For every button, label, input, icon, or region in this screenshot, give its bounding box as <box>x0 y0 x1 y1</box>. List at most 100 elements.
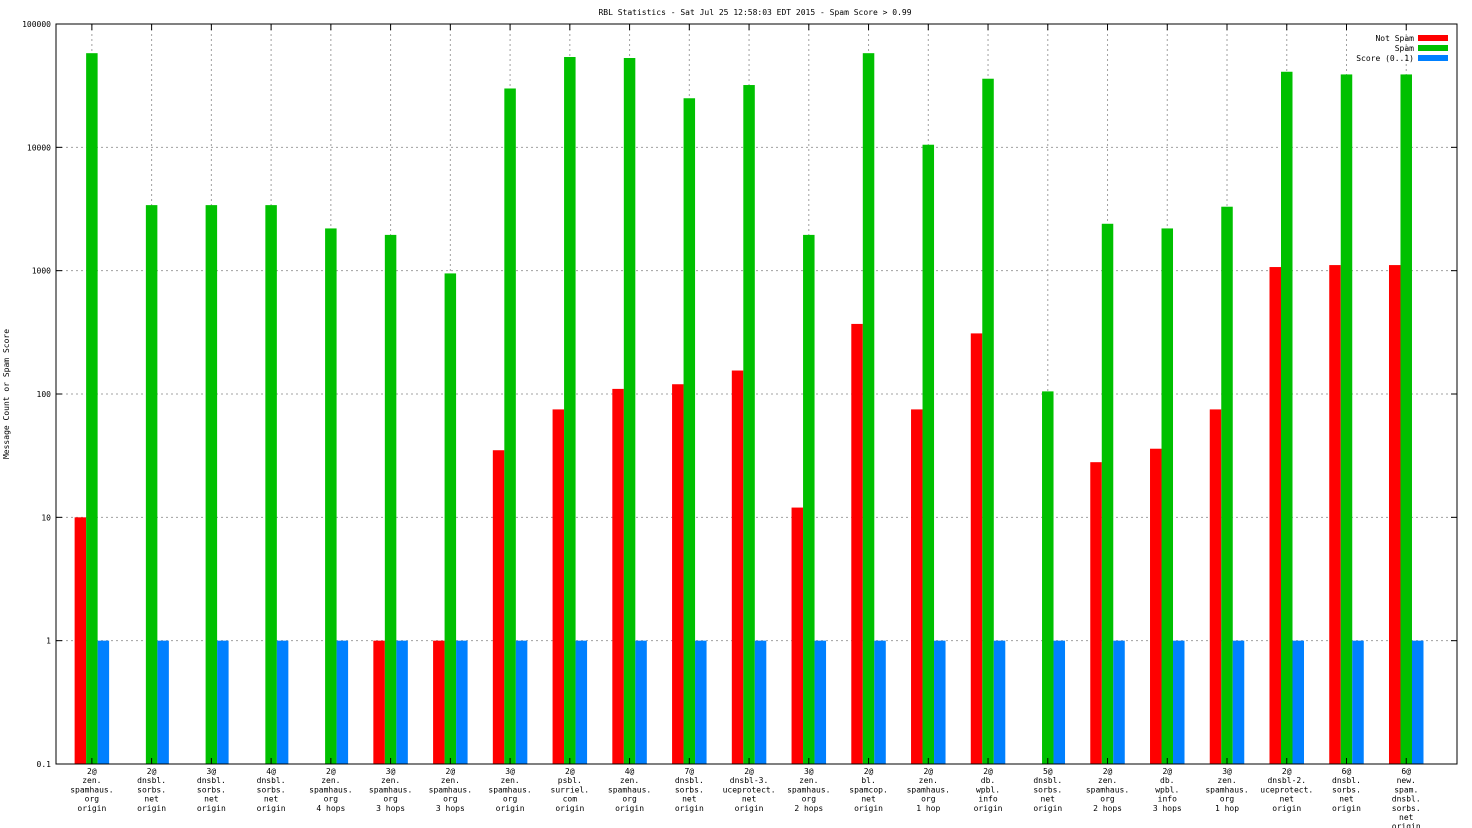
legend-swatch <box>1418 35 1448 41</box>
bar-score <box>1292 640 1305 764</box>
x-tick-label: 2@ dnsbl. sorbs. net origin <box>137 767 166 813</box>
bar-score <box>396 640 408 764</box>
bar-score <box>217 640 229 764</box>
bar-spam <box>86 53 98 764</box>
bar-not-spam <box>731 370 744 764</box>
bar-not-spam <box>1329 265 1341 764</box>
bar-spam <box>1340 74 1353 764</box>
bar-score <box>874 640 886 764</box>
bar-not-spam <box>672 384 684 764</box>
bar-score <box>934 640 946 764</box>
bar-not-spam <box>1209 409 1222 764</box>
bar-not-spam <box>970 333 983 764</box>
bar-score <box>336 640 349 764</box>
bar-spam <box>325 228 337 764</box>
legend-label: Not Spam <box>1375 34 1414 43</box>
x-tick-label: 2@ bl. spamcop. net origin <box>849 767 888 813</box>
bar-spam <box>922 144 935 765</box>
bar-score <box>1173 640 1185 764</box>
bar-spam <box>1400 74 1412 764</box>
bar-not-spam <box>1150 448 1162 764</box>
y-axis-ticks: 0.1 1 10 100 1000 10000 100000 <box>22 20 1457 769</box>
x-tick-label: 3@ zen. spamhaus. org origin <box>488 767 531 813</box>
x-tick-label: 3@ zen. spamhaus. org 3 hops <box>369 767 412 813</box>
bar-not-spam <box>74 517 87 764</box>
bar-spam <box>623 58 636 764</box>
bar-not-spam <box>492 450 505 764</box>
bar-spam <box>564 57 576 765</box>
bar-score <box>1352 640 1364 764</box>
bar-spam <box>803 234 815 764</box>
bar-score <box>97 640 110 764</box>
bar-not-spam <box>612 388 624 764</box>
bar-spam <box>1221 206 1233 764</box>
y-tick-label: 0.1 <box>37 760 52 769</box>
x-tick-label: 2@ zen. spamhaus. org 4 hops <box>309 767 352 813</box>
bar-score <box>157 640 169 764</box>
bar-spam <box>504 88 516 764</box>
y-axis-label: Message Count or Spam Score <box>2 329 11 459</box>
x-tick-label: 2@ db. wpbl. info 3 hops <box>1153 767 1182 813</box>
bar-spam <box>1281 71 1293 765</box>
bar-score <box>814 640 827 764</box>
x-tick-label: 6@ new. spam. dnsbl. sorbs. net origin <box>1392 767 1421 828</box>
x-tick-label: 2@ db. wpbl. info origin <box>974 767 1003 813</box>
bar-not-spam <box>851 323 863 764</box>
bar-score <box>1411 640 1424 764</box>
bar-not-spam <box>1090 462 1102 764</box>
bar-spam <box>1042 391 1054 764</box>
x-tick-label: 4@ zen. spamhaus. org origin <box>608 767 651 813</box>
bar-score <box>993 640 1006 764</box>
x-axis-ticks: 2@ zen. spamhaus. org origin 2@ dnsbl. sorbs. ne… <box>70 24 1421 828</box>
x-tick-label: 6@ dnsbl. sorbs. net origin <box>1332 767 1361 813</box>
y-tick-label: 1 <box>46 637 51 646</box>
bar-spam <box>683 98 696 764</box>
x-tick-label: 3@ zen. spamhaus. org 1 hop <box>1205 767 1248 813</box>
bar-score <box>635 640 647 764</box>
bar-score <box>1113 640 1125 764</box>
bar-spam <box>982 78 994 764</box>
x-tick-label: 2@ zen. spamhaus. org 1 hop <box>907 767 950 813</box>
y-tick-label: 100000 <box>22 20 51 29</box>
bar-spam <box>1161 228 1174 764</box>
y-tick-label: 100 <box>37 390 52 399</box>
bar-not-spam <box>1269 267 1282 764</box>
x-tick-label: 7@ dnsbl. sorbs. net origin <box>675 767 704 813</box>
bar-spam <box>444 273 457 764</box>
bar-not-spam <box>433 640 445 764</box>
x-tick-label: 2@ zen. spamhaus. org 2 hops <box>1086 767 1129 813</box>
legend-swatch <box>1418 55 1448 61</box>
bars <box>74 53 1424 765</box>
bar-spam <box>205 205 218 764</box>
y-tick-label: 10 <box>41 513 51 522</box>
bar-spam <box>265 205 277 764</box>
bar-score <box>575 640 588 764</box>
bar-not-spam <box>911 409 923 764</box>
legend-swatch <box>1418 45 1448 51</box>
x-tick-label: 3@ dnsbl. sorbs. net origin <box>197 767 226 813</box>
bar-score <box>1232 640 1245 764</box>
x-tick-label: 3@ zen. spamhaus. org 2 hops <box>787 767 830 813</box>
bar-spam <box>1101 223 1114 765</box>
bar-spam <box>384 234 397 764</box>
bar-score <box>515 640 528 764</box>
x-tick-label: 2@ psbl. surriel. com origin <box>551 767 590 813</box>
x-tick-label: 2@ dnsbl-3. uceprotect. net origin <box>723 767 776 813</box>
x-tick-label: 2@ zen. spamhaus. org origin <box>70 767 113 813</box>
bar-score <box>276 640 289 764</box>
bar-not-spam <box>373 640 385 764</box>
bar-spam <box>862 53 875 764</box>
bar-not-spam <box>791 507 804 764</box>
chart-title: RBL Statistics - Sat Jul 25 12:58:03 EDT… <box>598 8 911 17</box>
legend-label: Score (0..1) <box>1356 54 1414 63</box>
x-tick-label: 5@ dnsbl. sorbs. net origin <box>1033 767 1062 813</box>
bar-score <box>456 640 468 764</box>
bar-not-spam <box>1388 265 1401 764</box>
bar-spam <box>145 205 158 764</box>
bar-score <box>695 640 707 764</box>
bar-score <box>754 640 767 764</box>
x-tick-label: 2@ dnsbl-2. uceprotect. net origin <box>1260 767 1313 813</box>
bar-score <box>1053 640 1066 764</box>
